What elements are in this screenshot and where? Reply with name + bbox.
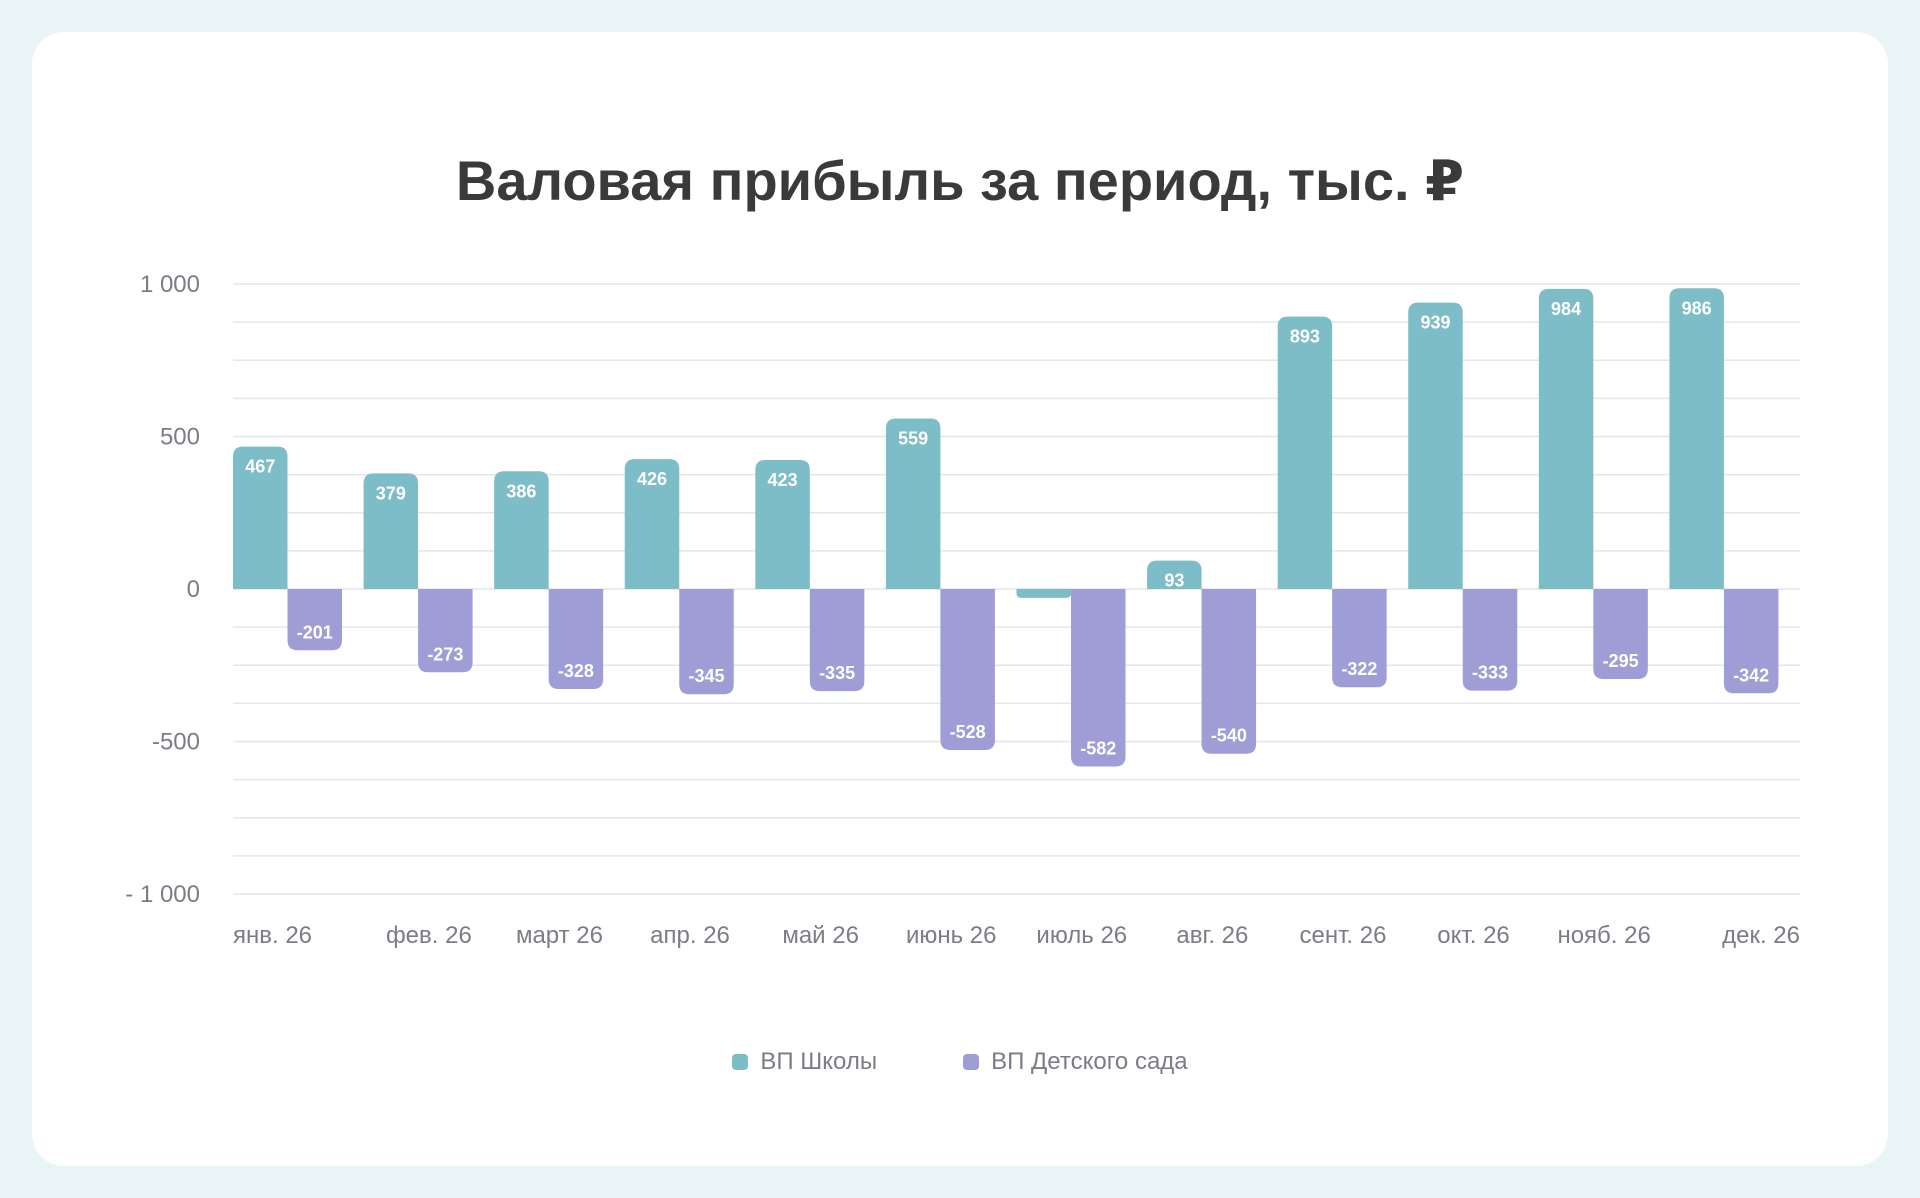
data-label: -322 [1341,659,1377,679]
bar-school[interactable] [1016,589,1072,598]
bar-school[interactable] [1147,560,1202,589]
bar-school[interactable] [885,418,941,589]
bar-kindergarten[interactable] [1593,589,1648,679]
data-label: 986 [1682,298,1712,318]
data-label: 467 [245,457,275,477]
bar-kindergarten[interactable] [1201,589,1257,754]
legend-label-kindergarten: ВП Детского сада [991,1048,1188,1075]
legend-item-school[interactable]: ВП Школы [732,1048,877,1076]
x-tick-label: апр. 26 [650,922,730,949]
data-label: 386 [506,481,536,501]
data-label: 559 [898,429,928,449]
bar-school[interactable] [363,473,419,589]
chart-plot: 1 000 500 0 -500 - 1 000 467 379 386 426 423 559 -… [125,271,1800,949]
y-axis: 1 000 500 0 -500 - 1 000 [125,271,200,908]
x-tick-label: нояб. 26 [1557,922,1650,949]
bar-school[interactable] [1538,288,1594,589]
bar-kindergarten[interactable] [1723,589,1779,694]
legend-label-school: ВП Школы [760,1048,878,1075]
bars: 467 379 386 426 423 559 -29 93 893 939 984 986 -201 -… [233,288,1779,767]
bar-kindergarten[interactable] [548,589,604,690]
x-tick-label: янв. 26 [233,922,312,949]
legend: ВП Школы ВП Детского сада [32,1048,1888,1076]
y-tick-label: 1 000 [140,271,200,298]
data-label: 93 [1164,571,1184,591]
data-label: -540 [1211,726,1247,746]
x-axis: янв. 26 фев. 26 март 26 апр. 26 май 26 июнь 2… [233,922,1800,949]
data-label: -345 [688,666,724,686]
legend-swatch-kindergarten [963,1054,980,1070]
data-label: -335 [819,663,855,683]
data-label: 423 [768,470,798,490]
x-tick-label: дек. 26 [1722,922,1800,949]
data-label: 893 [1290,327,1320,347]
x-tick-label: сент. 26 [1299,922,1386,949]
data-label: -201 [297,622,333,642]
x-tick-label: июль 26 [1036,922,1127,949]
bar-kindergarten[interactable] [940,589,995,751]
bar-kindergarten[interactable] [287,589,343,651]
bar-school[interactable] [233,446,288,589]
x-tick-label: июнь 26 [906,922,997,949]
bar-kindergarten[interactable] [1332,589,1387,688]
bar-kindergarten[interactable] [809,589,865,692]
x-tick-label: май 26 [782,922,859,949]
chart-card: Валовая прибыль за период, тыс. ₽ 1 000 5… [32,32,1888,1166]
data-label: -528 [950,722,986,742]
data-label: -328 [558,661,594,681]
bar-school[interactable] [1277,316,1333,589]
bar-school[interactable] [494,471,549,589]
y-tick-label: -500 [152,729,200,756]
x-tick-label: авг. 26 [1176,922,1248,949]
x-tick-label: март 26 [516,922,603,949]
data-label: -582 [1080,739,1116,759]
x-tick-label: фев. 26 [386,922,472,949]
chart-title: Валовая прибыль за период, тыс. ₽ [455,149,1465,212]
bar-kindergarten[interactable] [679,589,734,695]
bar-school[interactable] [1669,288,1724,589]
legend-item-kindergarten[interactable]: ВП Детского сада [963,1048,1188,1076]
data-label: -295 [1603,651,1639,671]
x-tick-label: окт. 26 [1437,922,1509,949]
legend-swatch-school [732,1054,749,1070]
data-label: 426 [637,469,667,489]
bar-school[interactable] [755,459,810,589]
y-tick-label: - 1 000 [125,881,200,908]
data-label: -29 [1031,570,1057,590]
y-tick-label: 500 [160,424,200,451]
data-label: 984 [1551,299,1581,319]
data-label: -273 [427,644,463,664]
data-label: -342 [1733,665,1769,685]
data-label: 939 [1420,313,1450,333]
data-label: -333 [1472,663,1508,683]
bar-kindergarten[interactable] [1462,589,1518,691]
y-tick-label: 0 [187,576,200,603]
bar-kindergarten[interactable] [418,589,473,673]
bar-school[interactable] [624,459,680,589]
bar-school[interactable] [1408,302,1463,589]
bar-kindergarten[interactable] [1071,589,1126,767]
data-label: 379 [376,483,406,503]
